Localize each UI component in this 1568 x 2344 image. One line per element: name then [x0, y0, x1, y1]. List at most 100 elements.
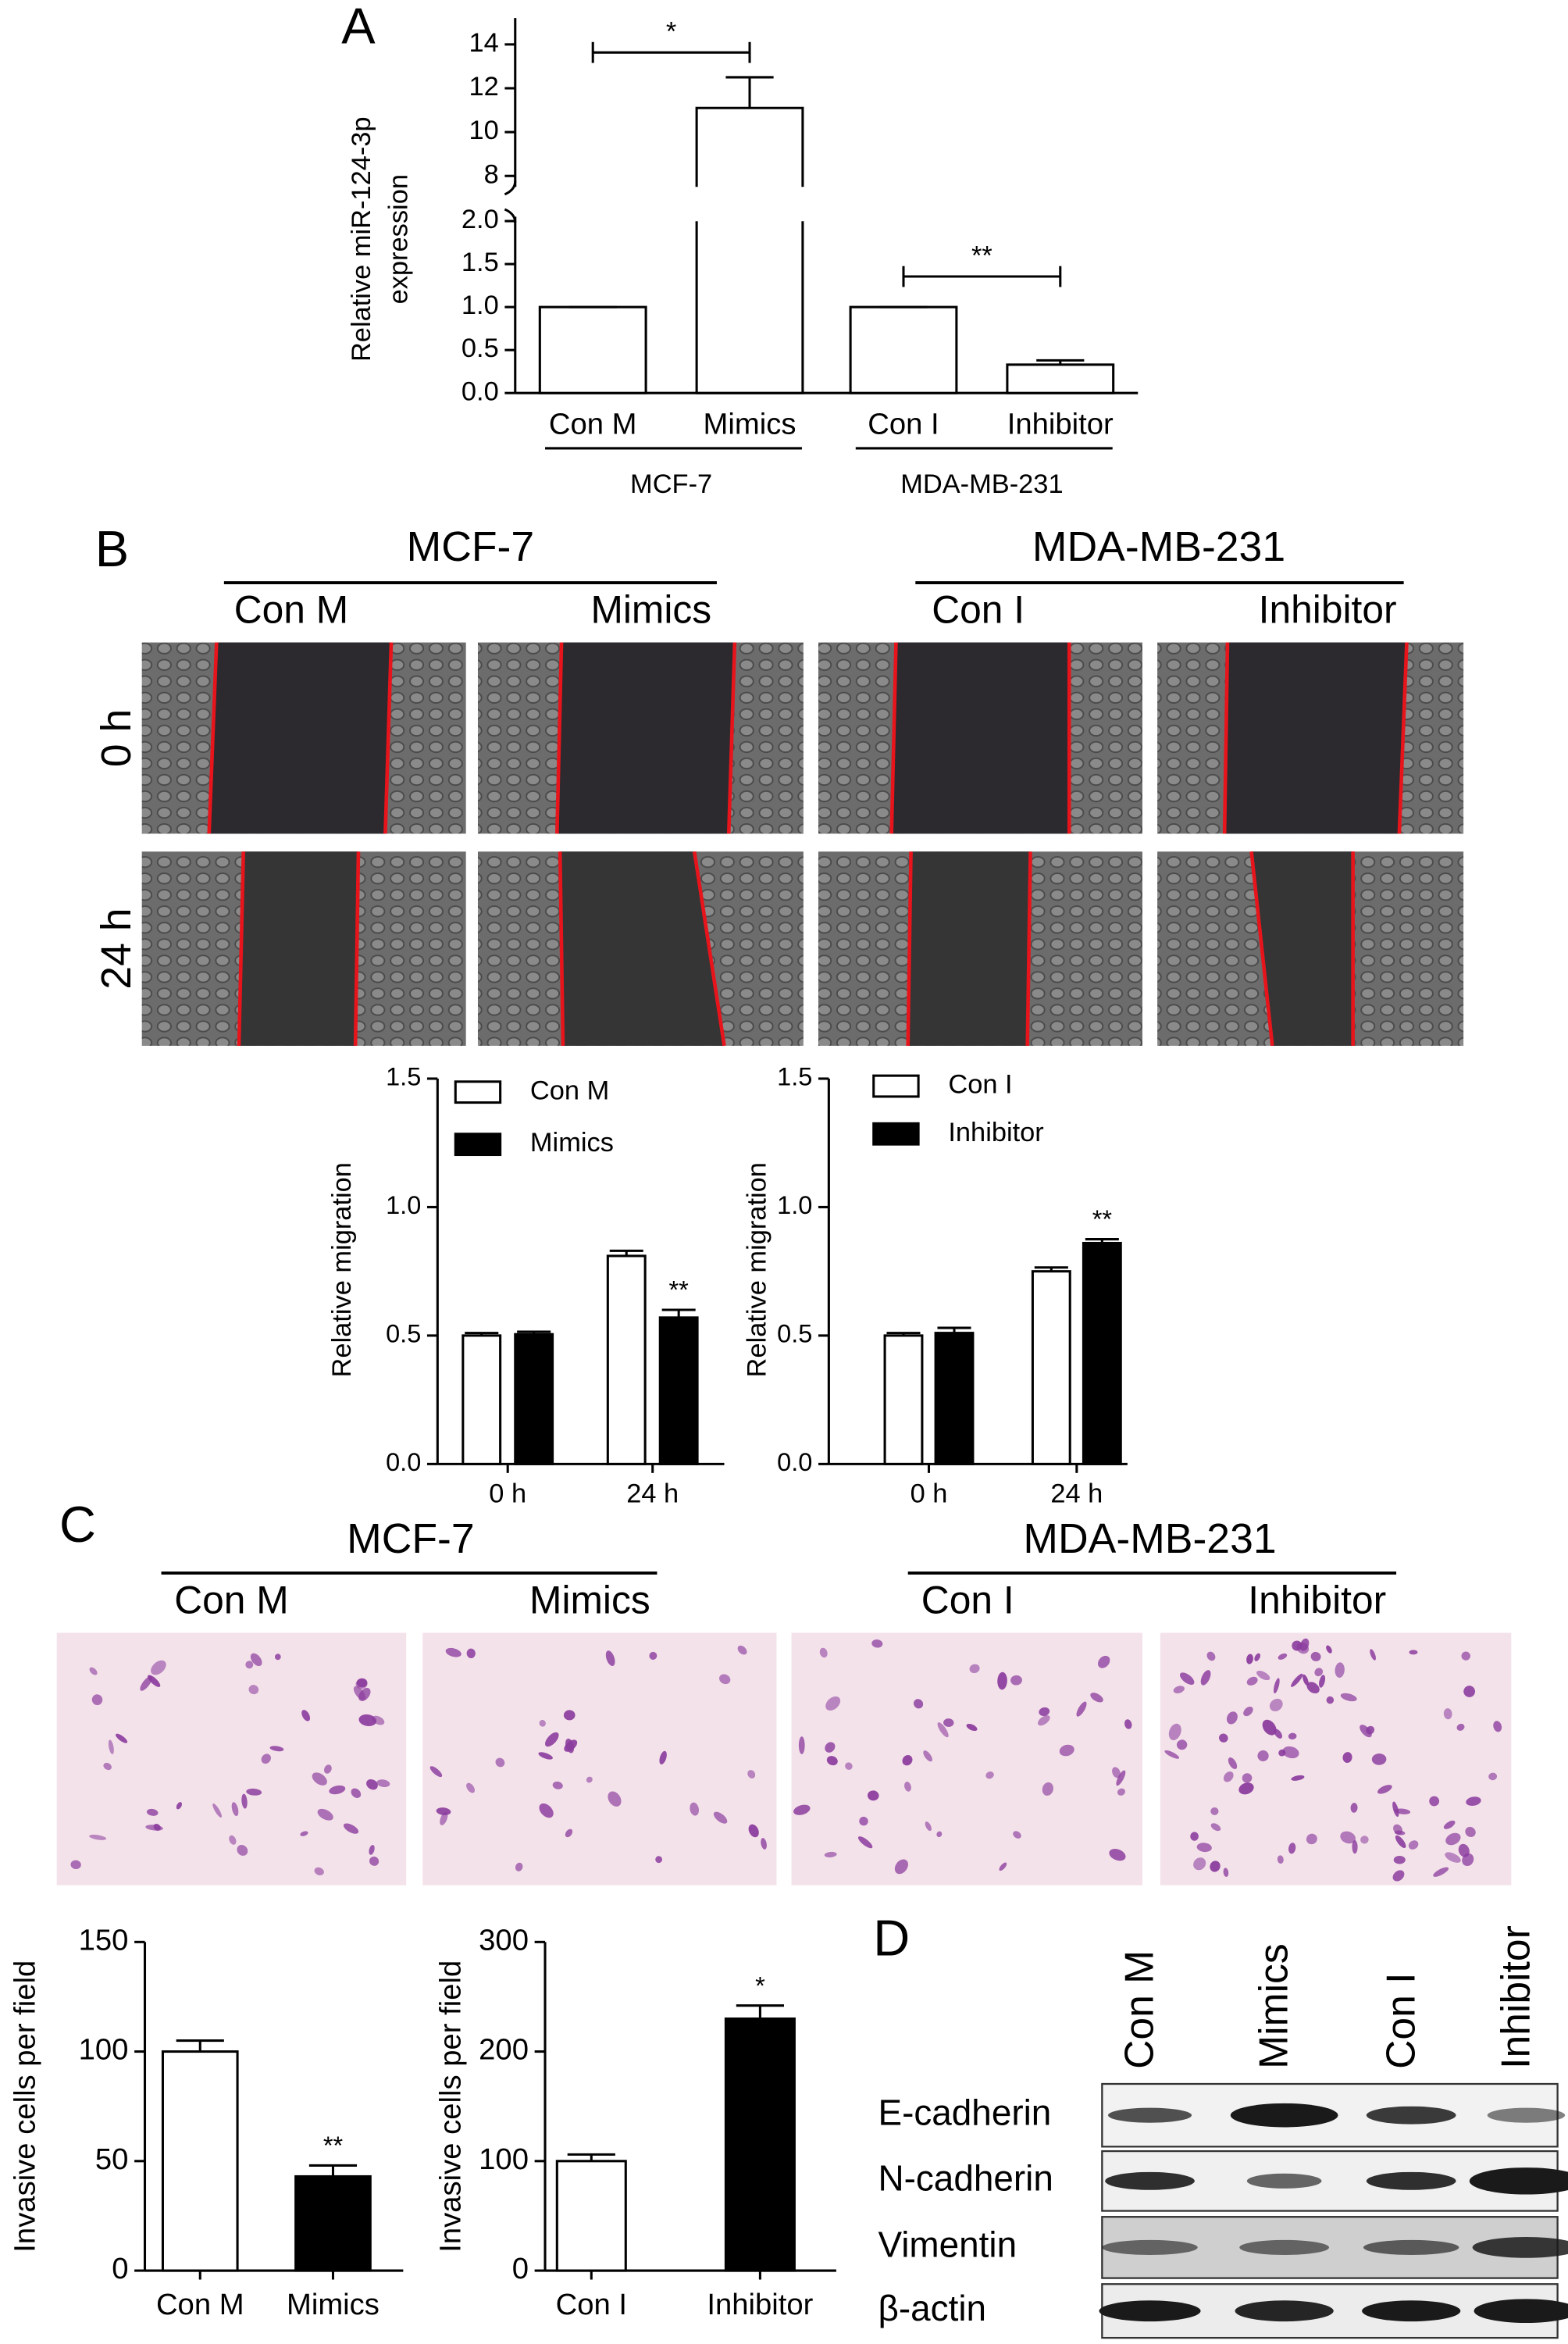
stained-cell: [1433, 1867, 1449, 1877]
y-tick-label: 12: [469, 72, 498, 102]
stained-cell: [649, 1651, 657, 1660]
stained-cell: [1370, 1649, 1376, 1661]
stained-cell: [1116, 1770, 1126, 1786]
stained-cell: [1164, 1750, 1180, 1759]
scratch-edge: [692, 851, 726, 1047]
blot-band: [1239, 2239, 1330, 2255]
y-tick-label: 0.0: [461, 376, 499, 406]
stained-cell: [539, 1803, 554, 1818]
stained-cell: [1310, 1651, 1321, 1661]
stained-cell: [1303, 1674, 1309, 1686]
x-tick-label: Con I: [556, 2288, 627, 2321]
y-tick-label: 0.0: [386, 1448, 421, 1476]
bar: [695, 221, 804, 394]
stained-cell: [1210, 1823, 1221, 1832]
stained-cell: [845, 1762, 853, 1770]
stained-cell: [1219, 1733, 1228, 1743]
stained-cell: [1445, 1852, 1461, 1863]
cell-line-label: MDA-MB-231: [1023, 1516, 1276, 1562]
significance-label: **: [323, 2132, 344, 2160]
stained-cell: [563, 1710, 576, 1721]
y-tick-label: 8: [484, 159, 499, 189]
stained-cell: [312, 1772, 327, 1786]
stained-cell: [761, 1838, 767, 1850]
stained-cell: [690, 1802, 700, 1816]
stained-cell: [1488, 1772, 1498, 1781]
stained-cell: [1306, 1682, 1320, 1694]
stained-cell: [151, 1660, 166, 1675]
micrograph: [422, 1632, 777, 1886]
stained-cell: [824, 1851, 837, 1858]
scratch-edge: [1025, 851, 1032, 1046]
stained-cell: [1291, 1775, 1305, 1781]
stained-cell: [825, 1742, 836, 1753]
x-tick-label: 0 h: [911, 1479, 948, 1509]
x-tick-label: 0 h: [489, 1479, 526, 1509]
timepoint-label: 0 h: [94, 709, 140, 767]
stained-cell: [1176, 1739, 1188, 1750]
stained-cell: [466, 1648, 476, 1658]
stained-cell: [1278, 1653, 1288, 1660]
stained-cell: [229, 1835, 237, 1845]
lane-label: Con I: [1377, 1972, 1423, 2068]
x-tick-label: 24 h: [1050, 1479, 1103, 1509]
y-tick-label: 0: [512, 2252, 529, 2285]
micrograph: [791, 1632, 1142, 1886]
stained-cell: [1059, 1744, 1074, 1757]
panel-label: A: [341, 0, 376, 55]
blot-band: [1235, 2300, 1334, 2322]
stained-cell: [985, 1771, 994, 1779]
stained-cell: [923, 1750, 932, 1762]
stained-cell: [466, 1782, 476, 1793]
y-tick-label: 0.5: [461, 334, 499, 363]
stained-cell: [966, 1723, 978, 1732]
blot-band: [1472, 2237, 1568, 2258]
y-tick-label: 14: [469, 28, 498, 58]
scratch-edge: [237, 851, 246, 1046]
stained-cell: [1210, 1861, 1221, 1872]
stained-cell: [358, 1714, 377, 1727]
stained-cell: [552, 1781, 563, 1789]
stained-cell: [358, 1687, 371, 1701]
bar: [883, 1334, 924, 1465]
blot-band: [1107, 2107, 1192, 2123]
y-tick-label: 1.5: [777, 1063, 812, 1091]
scratch-edge: [889, 642, 898, 834]
stained-cell: [1238, 1782, 1254, 1795]
stained-cell: [1377, 1785, 1392, 1794]
y-tick-label: 100: [479, 2142, 529, 2176]
stained-cell: [545, 1732, 559, 1747]
stained-cell: [231, 1802, 239, 1817]
y-tick-label: 0: [112, 2252, 128, 2285]
blot-band: [1099, 2300, 1201, 2322]
scratch-gap: [208, 642, 392, 834]
x-tick-label: Con M: [156, 2288, 244, 2321]
bar: [1006, 363, 1115, 394]
stained-cell: [1335, 1662, 1345, 1678]
y-tick-label: 50: [95, 2142, 129, 2176]
significance-label: **: [1092, 1205, 1113, 1233]
stained-cell: [586, 1776, 593, 1783]
stained-cell: [999, 1862, 1007, 1871]
stained-cell: [376, 1779, 390, 1788]
stained-cell: [116, 1733, 128, 1743]
stained-cell: [1257, 1750, 1269, 1762]
significance-label: *: [666, 16, 676, 46]
y-axis-label: Relative migration: [327, 1162, 357, 1377]
blot-band: [1362, 2300, 1461, 2322]
panel-label: C: [59, 1496, 96, 1553]
stained-cell: [608, 1791, 622, 1807]
scratch-gap: [238, 851, 358, 1046]
stained-cell: [1076, 1701, 1087, 1717]
scratch-edge: [207, 642, 219, 834]
y-tick-label: 200: [479, 2033, 529, 2067]
stained-cell: [440, 1811, 448, 1825]
protein-label: β-actin: [878, 2288, 986, 2328]
timepoint-label: 24 h: [94, 908, 140, 990]
stained-cell: [943, 1718, 954, 1727]
stained-cell: [445, 1647, 461, 1657]
scratch-edge: [1222, 642, 1230, 834]
stained-cell: [737, 1645, 747, 1655]
stained-cell: [1190, 1832, 1199, 1841]
stained-cell: [902, 1755, 913, 1766]
